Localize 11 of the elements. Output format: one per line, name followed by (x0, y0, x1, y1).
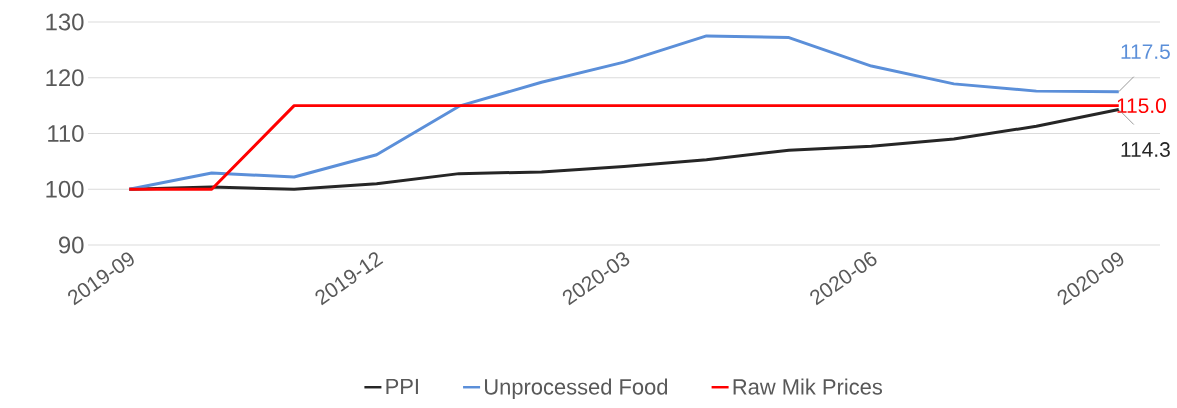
annotation: 115.0 (1117, 98, 1166, 114)
annotation: 117.5 (1121, 44, 1170, 59)
y-tick-label: 110 (48, 125, 84, 142)
legend-label: Raw Mik Prices (733, 378, 883, 395)
y-tick-label: 100 (46, 180, 84, 198)
legend-label: Unprocessed Food (485, 378, 668, 399)
y-tick-label: 90 (59, 236, 84, 254)
y-tick-label: 130 (46, 13, 84, 31)
y-tick-label: 120 (46, 69, 84, 87)
legend-label: PPI (386, 378, 418, 395)
annotation: 114.3 (1121, 142, 1170, 157)
